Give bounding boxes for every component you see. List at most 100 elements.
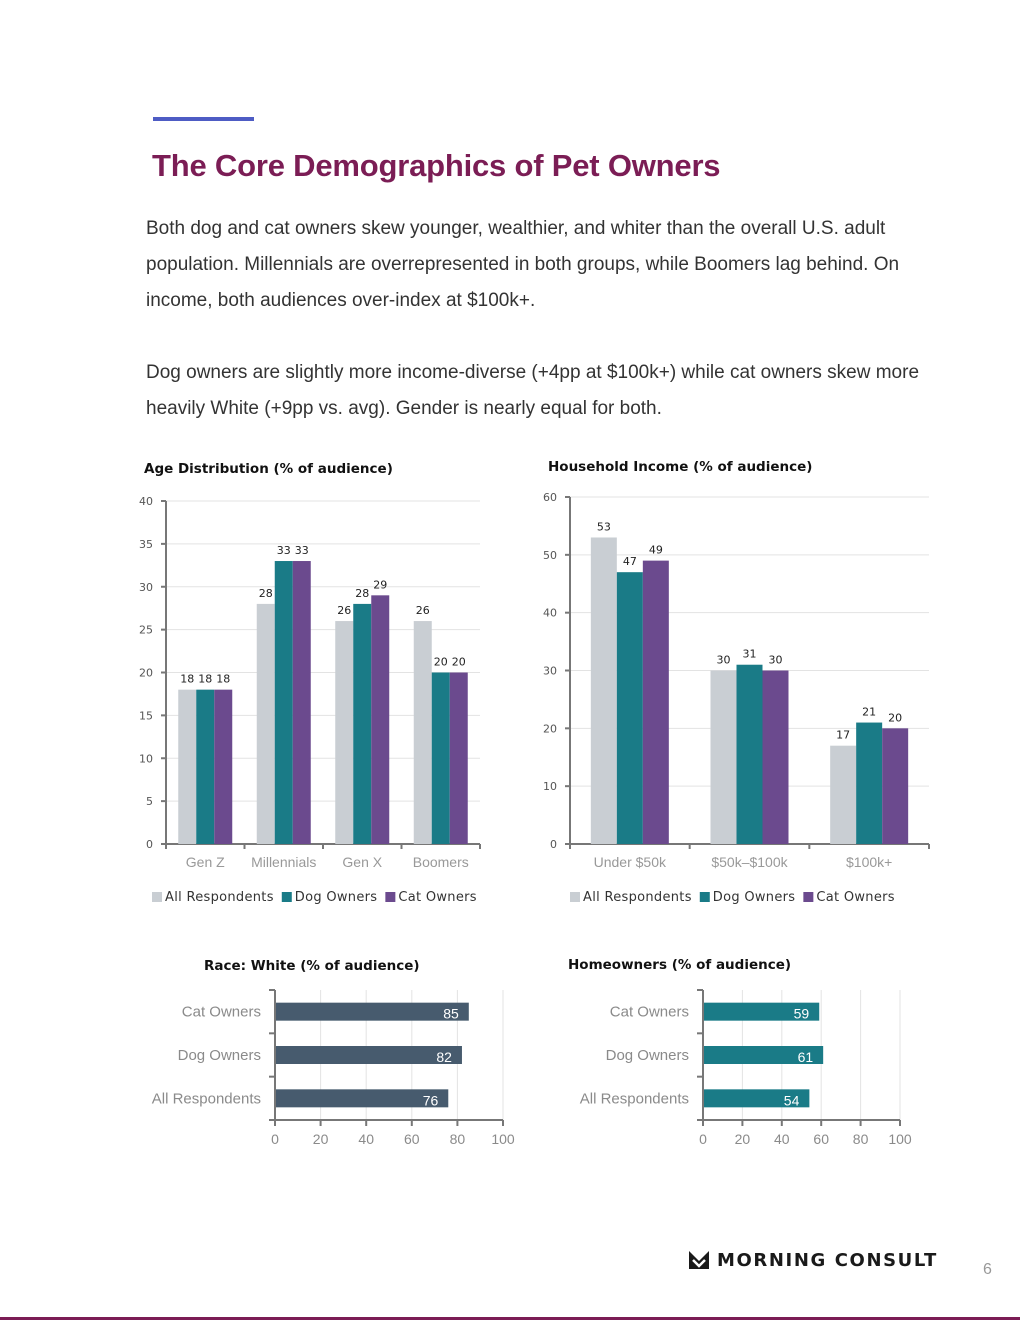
bar: [214, 689, 233, 844]
data-label: 47: [623, 555, 637, 568]
x-tick-label: 40: [774, 1131, 790, 1147]
bar: [830, 745, 857, 844]
category-label: All Respondents: [580, 1090, 689, 1107]
bar: [335, 621, 354, 844]
data-label: 21: [862, 706, 876, 719]
page-title: The Core Demographics of Pet Owners: [152, 148, 721, 183]
x-tick-label: 0: [271, 1131, 279, 1147]
data-label: 18: [198, 673, 212, 686]
bar: [178, 689, 197, 844]
y-tick-label: 10: [139, 752, 153, 765]
morning-consult-logo-icon: [689, 1251, 709, 1269]
category-label: Gen Z: [186, 854, 225, 870]
bar: [276, 1046, 462, 1064]
bar: [276, 1089, 449, 1108]
bar: [882, 728, 909, 844]
data-label: 85: [443, 1006, 459, 1022]
bar: [413, 621, 432, 844]
data-label: 59: [794, 1006, 810, 1022]
homeowners-chart: Homeowners (% of audience) 0 20 40 60 80 100 Ca…: [568, 957, 912, 1147]
bar: [736, 664, 763, 844]
bar: [196, 689, 215, 844]
x-tick-label: 20: [313, 1131, 329, 1147]
data-label: 30: [717, 654, 731, 667]
bar: [616, 572, 643, 844]
x-tick-label: 100: [491, 1131, 515, 1147]
legend-swatch: [281, 892, 292, 902]
y-tick-label: 5: [146, 795, 153, 808]
legend-swatch: [152, 892, 162, 902]
legend-label: Dog Owners: [713, 890, 796, 905]
x-tick-label: 0: [699, 1131, 707, 1147]
y-tick-label: 40: [543, 607, 557, 620]
legend-label: Dog Owners: [295, 890, 378, 905]
legend-label: Cat Owners: [398, 890, 477, 905]
bar: [276, 1002, 469, 1021]
bar: [710, 670, 737, 844]
race-white-chart: Race: White (% of audience) 0 20 40 60 80 100 C…: [152, 958, 515, 1147]
bar: [856, 722, 883, 844]
chart-title: Household Income (% of audience): [548, 459, 812, 475]
x-tick-label: 80: [853, 1131, 869, 1147]
data-label: 20: [452, 656, 466, 669]
data-label: 49: [649, 544, 663, 557]
bar: [449, 672, 468, 844]
data-label: 18: [216, 673, 230, 686]
bar: [704, 1089, 810, 1108]
category-label: $100k+: [846, 854, 892, 870]
category-label: Gen X: [342, 854, 382, 870]
legend-label: Cat Owners: [816, 890, 895, 905]
y-tick-label: 0: [146, 838, 153, 851]
data-label: 53: [597, 520, 611, 533]
data-label: 30: [769, 654, 783, 667]
bar: [371, 595, 390, 844]
data-label: 33: [277, 544, 291, 557]
bar: [274, 561, 293, 844]
data-label: 18: [180, 673, 194, 686]
intro-paragraph-2: Dog owners are slightly more income-dive…: [146, 362, 920, 419]
household-income-chart: Household Income (% of audience) 0 10 20 30 4…: [543, 459, 930, 905]
age-distribution-chart: Age Distribution (% of audience) 0 5 10 15 20…: [139, 461, 481, 905]
legend-swatch: [803, 892, 814, 902]
category-label: Cat Owners: [182, 1004, 261, 1021]
data-label: 33: [295, 544, 309, 557]
title-accent-rule: [153, 117, 254, 121]
legend-label: All Respondents: [165, 890, 274, 905]
y-tick-label: 0: [550, 838, 557, 851]
y-tick-label: 50: [543, 549, 557, 562]
y-tick-label: 40: [139, 495, 153, 508]
intro-text: Both dog and cat owners skew younger, we…: [146, 211, 926, 427]
legend-label: All Respondents: [583, 890, 692, 905]
y-tick-label: 20: [543, 722, 557, 735]
legend-swatch: [570, 892, 580, 902]
data-label: 61: [798, 1049, 814, 1065]
bar: [292, 561, 311, 844]
y-tick-label: 15: [139, 709, 153, 722]
y-tick-label: 35: [139, 538, 153, 551]
category-label: Cat Owners: [610, 1004, 689, 1021]
category-label: All Respondents: [152, 1090, 261, 1107]
bar: [353, 603, 372, 844]
bar: [256, 603, 275, 844]
x-tick-label: 100: [888, 1131, 912, 1147]
y-tick-label: 60: [543, 491, 557, 504]
data-label: 31: [743, 648, 757, 661]
footer-rule: [0, 1317, 1020, 1320]
bar: [642, 560, 669, 844]
morning-consult-logo: MORNING CONSULT: [688, 1247, 938, 1273]
x-tick-label: 40: [358, 1131, 374, 1147]
y-tick-label: 20: [139, 667, 153, 680]
data-label: 82: [436, 1049, 452, 1065]
bar: [762, 670, 789, 844]
data-label: 26: [416, 604, 430, 617]
x-tick-label: 20: [735, 1131, 751, 1147]
bar: [704, 1002, 820, 1021]
data-label: 29: [373, 578, 387, 591]
data-label: 76: [423, 1092, 439, 1108]
bar: [431, 672, 450, 844]
category-label: $50k–$100k: [711, 854, 788, 870]
category-label: Dog Owners: [606, 1047, 689, 1064]
intro-paragraph-1: Both dog and cat owners skew younger, we…: [146, 218, 900, 311]
y-tick-label: 10: [543, 780, 557, 793]
data-label: 17: [836, 729, 850, 742]
